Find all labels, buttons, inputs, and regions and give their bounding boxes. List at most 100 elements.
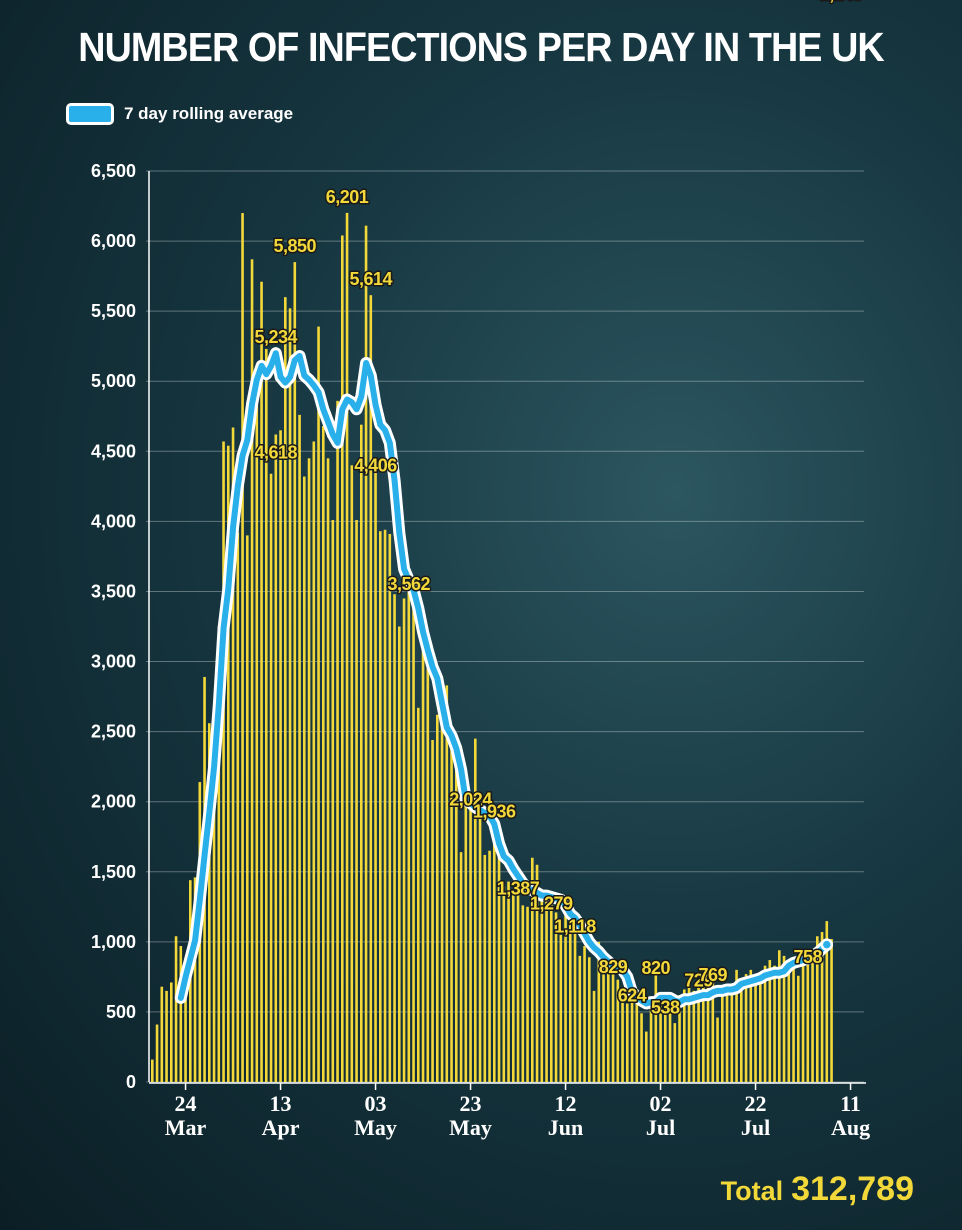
bar [307,458,311,1082]
data-label: 1,279 [530,894,573,914]
bar [364,225,368,1082]
bar [269,473,273,1082]
x-tick-day: 13 [270,1091,292,1116]
bar [702,985,705,1082]
bar-series [151,212,833,1083]
bar [778,950,781,1082]
y-tick-label: 6,500 [91,161,136,181]
bar [288,308,292,1082]
x-tick-month: Jul [646,1115,675,1140]
bar [293,262,297,1083]
bar [773,965,776,1082]
y-tick-label: 1,000 [91,932,136,952]
bar [801,950,805,1082]
bar [312,441,316,1082]
bar [355,519,358,1082]
bar [545,896,548,1082]
bar [436,714,439,1082]
bar [811,951,814,1082]
data-label: 2,024 [449,789,492,809]
bar [754,979,757,1082]
bar [535,864,539,1082]
bar [174,936,178,1082]
y-tick-label: 500 [106,1002,136,1022]
bar [255,382,259,1082]
bar [569,913,572,1082]
bar [184,985,187,1082]
bar [516,887,520,1082]
data-label: 5,850 [274,236,317,256]
bar [231,427,235,1082]
bar [749,969,753,1082]
x-tick-day: 11 [840,1091,861,1116]
bar [350,465,354,1082]
data-label: 4,618 [255,442,298,462]
total-label: Total [720,1176,784,1206]
bar [464,772,468,1082]
legend-swatch-rolling-average [66,103,114,125]
bar [668,1010,672,1082]
bar [246,535,249,1082]
data-label: 1,148 [820,0,863,4]
legend-label: 7 day rolling average [124,104,294,123]
bar [507,881,510,1082]
bar [222,441,225,1082]
bar [217,626,221,1082]
bar [782,955,786,1082]
bar [716,1017,719,1082]
data-labels: 5,234 4,618 5,850 6,201 5,614 4,406 3,562 2,024… [253,0,865,1019]
x-tick-month: Jun [548,1115,583,1140]
y-tick-label: 0 [126,1072,136,1092]
bar [326,458,330,1082]
bar [379,531,382,1082]
bar [298,414,301,1083]
bar [488,850,491,1082]
bar [336,400,339,1082]
bar [797,975,800,1082]
data-label: 6,201 [326,187,369,207]
bar [241,213,244,1083]
bar [607,962,610,1082]
bar [402,598,406,1082]
bar [640,1013,643,1082]
data-label: 5,614 [350,269,393,289]
bar [160,986,164,1082]
bar [483,854,487,1082]
y-tick-label: 4,500 [91,441,136,461]
bar [692,990,696,1082]
bar [559,934,563,1082]
bar [645,1031,648,1082]
bar [597,941,601,1082]
bar [360,424,363,1082]
bar [550,902,553,1082]
rolling-average-line [177,350,830,1007]
bar [478,817,482,1082]
bar [445,685,449,1082]
y-tick-label: 6,000 [91,231,136,251]
bar [759,976,762,1082]
bar [526,906,529,1082]
bar [654,967,658,1082]
bar [493,810,496,1082]
x-tick-day: 02 [650,1091,672,1116]
data-label: 758 [794,947,823,967]
y-tick-label: 1,500 [91,862,136,882]
bar [730,983,734,1082]
x-tick-month: Apr [262,1115,300,1140]
bar [621,1000,624,1082]
bar [664,1006,667,1082]
bar [735,969,738,1082]
bar [763,965,767,1082]
x-tick-month: Aug [831,1115,870,1140]
bar [578,955,582,1082]
bar [208,723,211,1082]
bar [792,965,795,1082]
bar [440,727,444,1082]
data-label: 1,387 [497,879,540,899]
data-label: 729 [684,971,713,991]
data-label: 5,234 [255,327,298,347]
x-tick-month: May [449,1115,492,1140]
bar [816,936,819,1082]
bar [317,326,320,1082]
